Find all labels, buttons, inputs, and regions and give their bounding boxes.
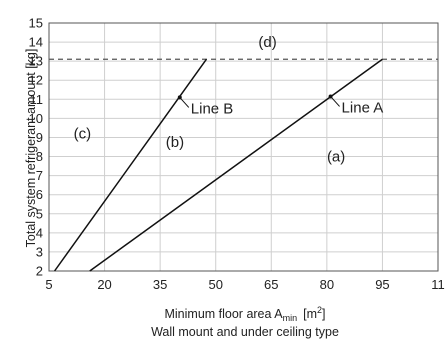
x-axis-label-subscript: min bbox=[283, 313, 298, 323]
x-axis-label-unit-close: ] bbox=[322, 307, 325, 321]
x-axis-label: Minimum floor area Amin [m2] bbox=[164, 305, 325, 323]
x-tick-label: 11 bbox=[431, 277, 445, 292]
plot-frame bbox=[48, 22, 439, 272]
y-tick-label: 15 bbox=[29, 16, 43, 31]
regions-group: (a) (b) (c) (d) bbox=[74, 34, 346, 165]
series-line-line-a bbox=[89, 58, 383, 272]
annotation-leader-line-b bbox=[179, 97, 190, 108]
x-tick-label: 35 bbox=[153, 277, 167, 292]
y-tick-label: 13 bbox=[29, 54, 43, 69]
x-tick-label: 20 bbox=[97, 277, 111, 292]
y-tick-label: 10 bbox=[29, 111, 43, 126]
annotation-label-line-a: Line A bbox=[342, 99, 384, 116]
y-axis-label: Total system refrigerant amount [kg] bbox=[24, 49, 38, 248]
annotation-label-line-b: Line B bbox=[191, 100, 234, 117]
region-label: (c) bbox=[74, 126, 92, 143]
y-tick-label: 4 bbox=[36, 225, 43, 240]
x-axis-label-unit-open: [m bbox=[303, 307, 317, 321]
y-tick-labels: 2 3 4 5 6 7 8 9 10 11 12 13 14 15 bbox=[29, 16, 43, 279]
x-tick-label: 50 bbox=[208, 277, 222, 292]
x-tick-label: 5 bbox=[45, 277, 52, 292]
x-tick-labels: 5 20 35 50 65 80 95 11 bbox=[45, 277, 444, 292]
x-axis-label-unit-sup: 2 bbox=[317, 305, 322, 315]
y-tick-label: 14 bbox=[29, 35, 43, 50]
x-tick-label: 95 bbox=[375, 277, 389, 292]
region-label: (d) bbox=[258, 34, 276, 51]
annotation-leader-line-a bbox=[330, 96, 340, 107]
region-label: (b) bbox=[166, 134, 184, 151]
y-tick-label: 7 bbox=[36, 168, 43, 183]
series-line-line-b bbox=[53, 58, 208, 272]
y-tick-label: 8 bbox=[36, 149, 43, 164]
y-tick-label: 9 bbox=[36, 130, 43, 145]
region-label: (a) bbox=[327, 149, 345, 166]
series-group bbox=[53, 58, 383, 272]
y-tick-label: 12 bbox=[29, 73, 43, 88]
x-tick-label: 80 bbox=[320, 277, 334, 292]
chart-caption: Wall mount and under ceiling type bbox=[151, 325, 339, 339]
y-tick-label: 6 bbox=[36, 187, 43, 202]
x-tick-label: 65 bbox=[264, 277, 278, 292]
y-tick-label: 5 bbox=[36, 206, 43, 221]
y-tick-label: 2 bbox=[36, 264, 43, 279]
annotations-group: Line A Line B bbox=[177, 94, 384, 117]
y-tick-label: 11 bbox=[30, 92, 44, 107]
x-axis-label-main: Minimum floor area A bbox=[164, 307, 283, 321]
y-tick-label: 3 bbox=[36, 244, 43, 259]
